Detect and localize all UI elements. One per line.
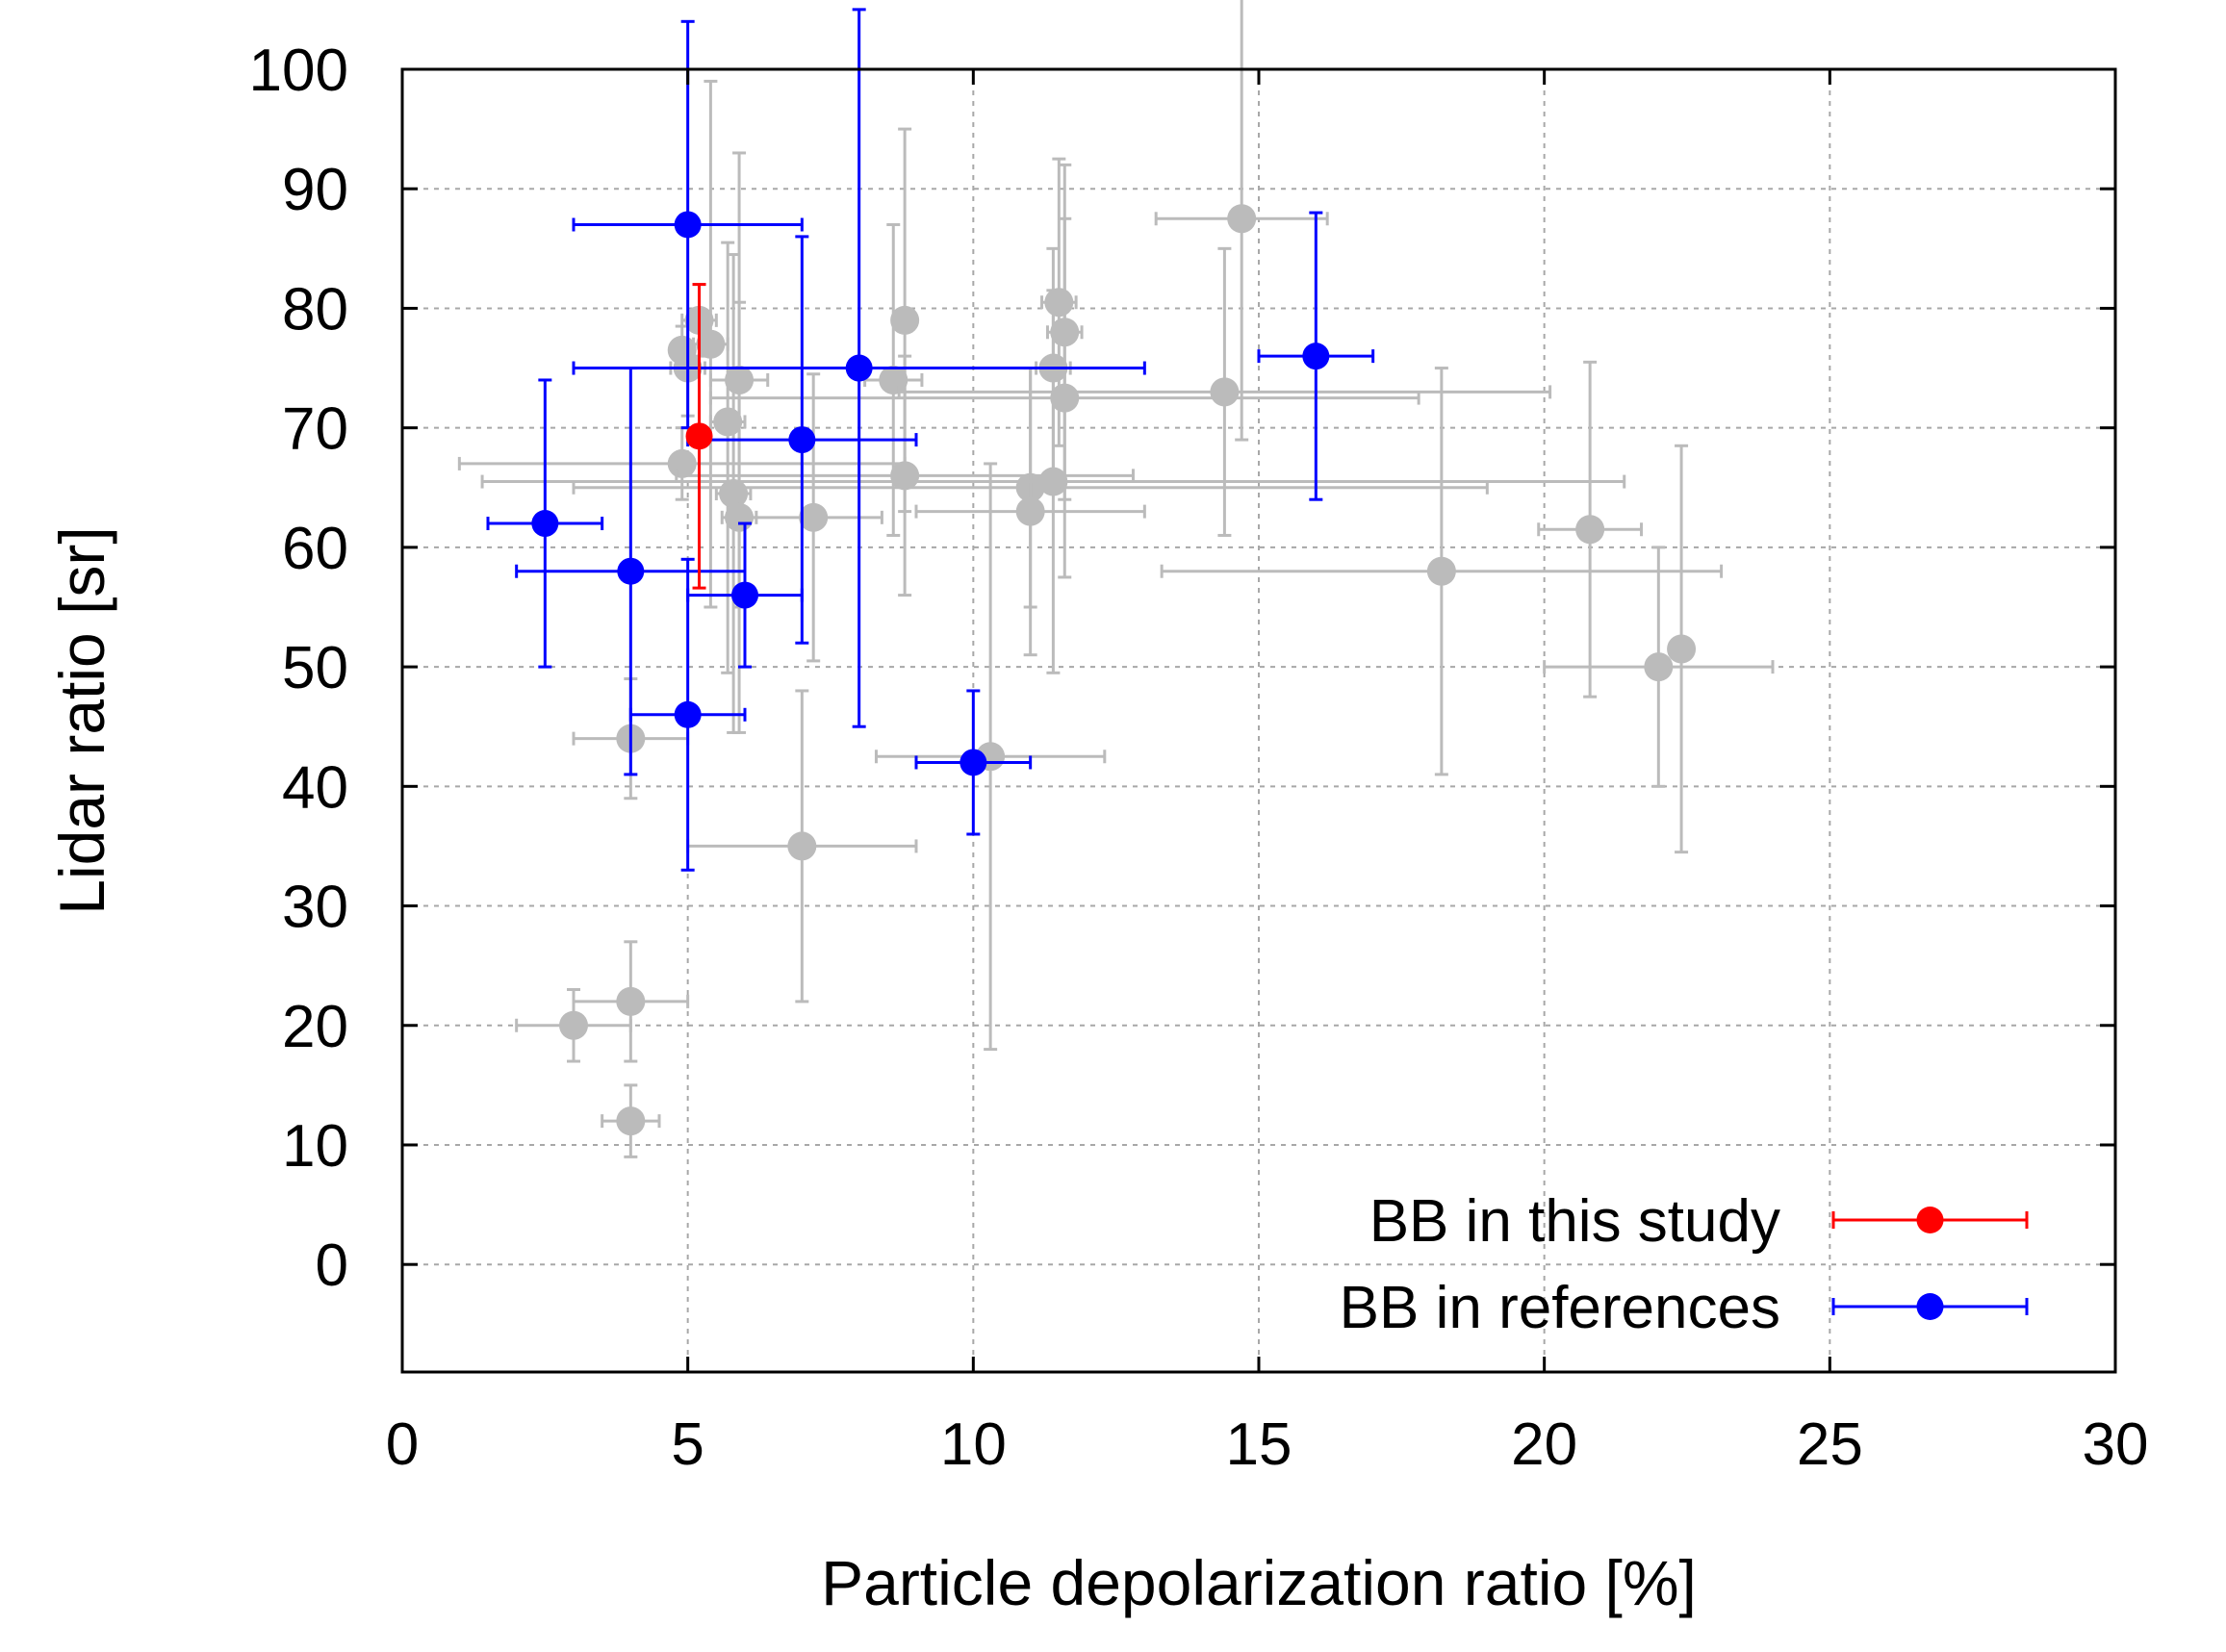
x-axis-label: Particle depolarization ratio [%] <box>821 1547 1697 1618</box>
y-tick-label: 70 <box>282 396 348 463</box>
gray-point <box>1426 556 1456 586</box>
gray-point <box>1210 377 1240 407</box>
blue-point <box>1302 343 1330 370</box>
legend-marker <box>1916 1207 1944 1233</box>
gray-point <box>616 1106 646 1136</box>
gray-point <box>1044 288 1074 318</box>
series-bb-in-references <box>486 8 1375 872</box>
gray-point <box>879 365 908 394</box>
grid-lines <box>402 68 2115 1372</box>
gray-point <box>1575 515 1605 545</box>
y-tick-label: 80 <box>282 276 348 343</box>
gray-point <box>1050 383 1080 413</box>
blue-point <box>731 581 758 609</box>
series-bb-in-this-study <box>685 283 713 590</box>
gray-point <box>890 305 920 335</box>
axes: 0 5 10 15 20 25 30 0 10 20 30 40 50 60 70 80 90 100 Partic… <box>46 38 2148 1618</box>
y-tick-label: 90 <box>282 157 348 223</box>
blue-point <box>959 749 987 776</box>
gray-point <box>1227 204 1257 234</box>
gray-point <box>719 478 749 508</box>
y-tick-label: 60 <box>282 516 348 582</box>
gray-point <box>890 461 920 491</box>
x-tick-label: 25 <box>1797 1411 1863 1478</box>
x-tick-label: 30 <box>2083 1411 2149 1478</box>
gray-point <box>787 831 817 861</box>
series-other-aerosol-types <box>457 0 1775 1158</box>
legend-marker <box>1916 1293 1944 1320</box>
gray-point <box>799 502 829 532</box>
x-tick-label: 15 <box>1226 1411 1292 1478</box>
gray-point <box>616 986 646 1016</box>
gray-point <box>667 448 697 478</box>
red-point <box>685 422 713 450</box>
gray-point <box>1015 496 1045 526</box>
blue-point <box>788 426 816 454</box>
y-tick-label: 30 <box>282 875 348 941</box>
y-tick-label: 100 <box>249 38 348 104</box>
y-tick-label: 20 <box>282 994 348 1060</box>
y-axis-label: Lidar ratio [sr] <box>46 526 117 914</box>
data-series <box>457 0 1775 1158</box>
gray-point <box>559 1010 588 1040</box>
gray-point <box>1667 634 1697 664</box>
blue-point <box>531 510 559 538</box>
blue-point <box>674 700 702 728</box>
x-tick-label: 5 <box>671 1411 704 1478</box>
legend-label: BB in references <box>1340 1275 1780 1341</box>
blue-point <box>674 211 702 239</box>
gray-point <box>696 329 726 359</box>
blue-point <box>617 557 645 585</box>
y-tick-label: 10 <box>282 1113 348 1180</box>
gray-point <box>1644 652 1674 682</box>
x-tick-label: 20 <box>1511 1411 1577 1478</box>
plot-frame <box>400 67 2117 1374</box>
legend-label: BB in this study <box>1369 1188 1780 1255</box>
y-tick-label: 50 <box>282 635 348 701</box>
y-tick-label: 0 <box>316 1233 348 1299</box>
gray-point <box>713 407 743 437</box>
y-tick-label: 40 <box>282 754 348 821</box>
x-tick-label: 0 <box>386 1411 419 1478</box>
legend: BB in this study BB in references <box>1340 1188 2029 1341</box>
blue-point <box>845 354 873 382</box>
x-tick-label: 10 <box>940 1411 1007 1478</box>
